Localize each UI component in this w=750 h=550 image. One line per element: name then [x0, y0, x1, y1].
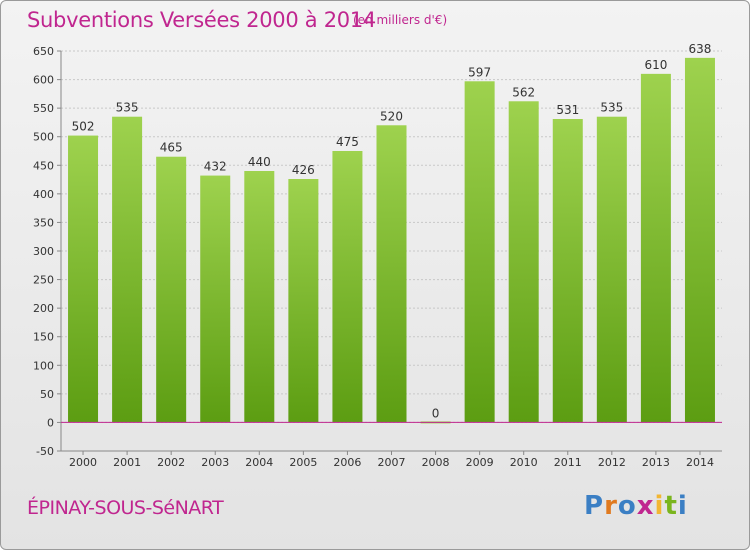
- y-tick-label: 500: [33, 131, 54, 144]
- y-tick-label: 550: [33, 102, 54, 115]
- data-label: 562: [512, 85, 535, 99]
- x-tick-label: 2007: [378, 456, 406, 469]
- y-tick-label: 100: [33, 359, 54, 372]
- x-tick-label: 2013: [642, 456, 670, 469]
- brand-letter: o: [617, 491, 637, 521]
- brand-letter: x: [636, 491, 655, 521]
- bar-2010: [508, 101, 539, 423]
- brand-logo: Proxiti: [584, 491, 688, 521]
- data-label: 638: [689, 42, 712, 56]
- x-tick-label: 2009: [466, 456, 494, 469]
- commune-name: ÉPINAY-SOUS-SéNART: [27, 497, 224, 519]
- brand-letter: P: [584, 491, 605, 521]
- y-tick-label: 600: [33, 74, 54, 87]
- bar-2009: [464, 81, 495, 423]
- data-label: 535: [116, 101, 139, 115]
- bars: [61, 57, 722, 424]
- x-tick-label: 2012: [598, 456, 626, 469]
- bar-2004: [244, 171, 275, 423]
- y-tick-label: 350: [33, 216, 54, 229]
- data-label: 610: [644, 58, 667, 72]
- bar-2012: [596, 116, 627, 423]
- bar-2003: [200, 175, 231, 423]
- bar-2014: [684, 57, 715, 423]
- data-label: 440: [248, 155, 271, 169]
- data-label: 475: [336, 135, 359, 149]
- data-label: 465: [160, 141, 183, 155]
- data-label: 520: [380, 109, 403, 123]
- bar-2007: [376, 125, 407, 423]
- x-tick-label: 2004: [245, 456, 273, 469]
- y-tick-label: 400: [33, 188, 54, 201]
- x-tick-label: 2008: [422, 456, 450, 469]
- data-label: 502: [72, 120, 95, 134]
- y-tick-label: 200: [33, 302, 54, 315]
- chart-unit-label: (en milliers d'€): [353, 13, 448, 27]
- x-tick-label: 2003: [201, 456, 229, 469]
- x-tick-label: 2000: [69, 456, 97, 469]
- bar-2011: [552, 119, 583, 423]
- brand-letter: t: [664, 491, 678, 521]
- data-label: 531: [556, 103, 579, 117]
- y-tick-label: 300: [33, 245, 54, 258]
- data-label: 432: [204, 160, 227, 174]
- data-label: 426: [292, 163, 315, 177]
- bar-2013: [640, 73, 671, 423]
- y-tick-label: 450: [33, 159, 54, 172]
- y-tick-label: 0: [47, 416, 54, 429]
- data-label: 597: [468, 65, 491, 79]
- data-label: 0: [432, 406, 440, 420]
- brand-letter: i: [654, 491, 665, 521]
- x-tick-label: 2001: [113, 456, 141, 469]
- y-tick-label: 150: [33, 331, 54, 344]
- y-tick-label: 250: [33, 274, 54, 287]
- bar-2000: [68, 135, 99, 423]
- x-tick-label: 2011: [554, 456, 582, 469]
- y-tick-label: 650: [33, 45, 54, 58]
- bar-2006: [332, 151, 363, 423]
- data-labels: 502 535 465 432 440 426 475 520 0 597 562 531 535 610…: [72, 42, 712, 421]
- data-label: 535: [600, 101, 623, 115]
- x-tick-label: 2010: [510, 456, 538, 469]
- bar-2002: [156, 156, 187, 423]
- x-tick-label: 2014: [686, 456, 714, 469]
- brand-letter: r: [604, 491, 618, 521]
- axes: -50 0 50 100 150 200 250 300 350 400 450 500 550 600 6…: [33, 45, 722, 469]
- bar-2001: [112, 116, 143, 423]
- y-tick-label: -50: [36, 445, 54, 458]
- x-tick-label: 2006: [333, 456, 361, 469]
- brand-letter: i: [677, 491, 688, 521]
- x-tick-label: 2005: [289, 456, 317, 469]
- y-tick-label: 50: [40, 388, 54, 401]
- bar-2005: [288, 179, 319, 423]
- chart-title: Subventions Versées 2000 à 2014: [27, 8, 376, 32]
- x-tick-label: 2002: [157, 456, 185, 469]
